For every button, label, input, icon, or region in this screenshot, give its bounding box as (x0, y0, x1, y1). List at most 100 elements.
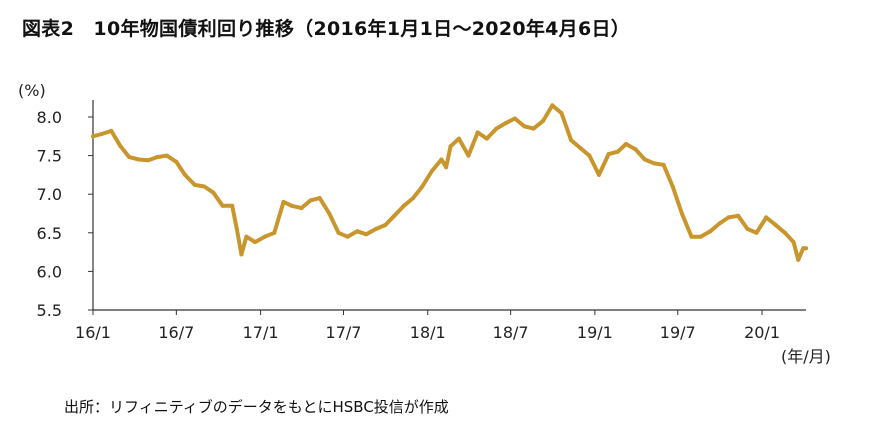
data-point (183, 172, 187, 177)
data-point (804, 246, 808, 251)
data-point (164, 153, 169, 158)
y-unit-label: (%) (18, 81, 46, 100)
data-point (439, 157, 444, 162)
data-point (689, 234, 694, 239)
x-tick-labels: 16/1 16/7 17/1 17/7 18/1 18/7 19/1 19/7 20/1 (75, 310, 780, 342)
data-point (670, 184, 675, 189)
page-title: 図表2 10年物国債利回り推移（2016年1月1日～2020年4月6日） (22, 18, 631, 40)
data-point (791, 240, 796, 245)
x-unit-label: (年/月) (781, 347, 831, 366)
data-point (633, 147, 638, 152)
data-point (244, 234, 249, 239)
data-point (615, 149, 620, 154)
data-point (345, 234, 350, 239)
data-point (726, 215, 731, 220)
data-point (494, 126, 499, 131)
data-point (679, 211, 684, 216)
data-point (429, 169, 434, 173)
data-point (503, 121, 508, 126)
data-point (698, 234, 703, 239)
x-tick-label: 18/7 (493, 323, 529, 342)
data-point (559, 111, 564, 116)
data-point (308, 198, 313, 203)
data-point (202, 184, 207, 189)
x-tick-label: 17/7 (326, 323, 362, 342)
data-point (91, 134, 95, 139)
y-tick-label: 6.0 (37, 262, 62, 281)
series-line (91, 103, 808, 262)
data-point (281, 199, 286, 204)
x-tick-label: 16/7 (158, 323, 194, 342)
data-point (522, 124, 527, 129)
data-point (272, 230, 277, 235)
y-tick-label: 5.5 (37, 301, 62, 320)
x-tick-label: 19/7 (660, 323, 696, 342)
data-point (192, 182, 197, 187)
data-point (211, 190, 216, 195)
data-point (512, 116, 517, 121)
data-point (239, 252, 244, 257)
data-point (127, 155, 132, 160)
x-tick-label: 19/1 (577, 323, 613, 342)
y-tick-label: 8.0 (37, 108, 62, 127)
data-point (624, 142, 628, 146)
data-point (401, 203, 406, 208)
data-point (606, 152, 611, 157)
data-point (773, 223, 778, 228)
data-point (109, 128, 114, 133)
x-tick-label: 16/1 (75, 323, 111, 342)
data-point (99, 132, 104, 136)
y-tick-label: 7.0 (37, 185, 62, 204)
data-point (118, 144, 123, 149)
data-point (327, 211, 332, 216)
chart-axes (92, 100, 806, 311)
data-point (484, 136, 489, 141)
data-point (155, 155, 160, 160)
data-point (289, 203, 294, 208)
data-point (796, 257, 801, 262)
data-point (717, 221, 722, 226)
data-point (569, 138, 574, 143)
data-point (475, 130, 480, 135)
source-note: 出所：リフィニティブのデータをもとにHSBC投信が作成 (64, 398, 449, 416)
y-tick-labels: 8.0 7.5 7.0 6.5 6.0 5.5 (37, 108, 93, 320)
data-point (708, 229, 713, 234)
data-point (736, 213, 741, 218)
data-point (661, 162, 666, 167)
y-tick-label: 6.5 (37, 224, 62, 243)
data-point (383, 223, 388, 228)
data-point (230, 203, 235, 208)
data-point (392, 213, 397, 218)
data-point (420, 184, 425, 189)
data-point (642, 157, 647, 162)
y-tick-label: 7.5 (37, 147, 62, 166)
data-point (299, 206, 304, 211)
data-point (234, 226, 239, 231)
data-point (253, 240, 258, 245)
data-point (531, 126, 536, 131)
data-point (220, 203, 225, 208)
data-point (550, 103, 555, 108)
data-point (355, 229, 360, 234)
data-point (764, 215, 769, 220)
data-point (336, 230, 341, 235)
data-point (262, 234, 267, 239)
data-point (597, 172, 601, 177)
data-point (578, 145, 583, 150)
data-point (754, 230, 759, 235)
data-point (364, 232, 369, 237)
data-point (174, 159, 179, 164)
data-point (782, 230, 787, 235)
series-group (91, 103, 808, 262)
data-point (745, 226, 750, 231)
data-point (146, 158, 151, 163)
data-point (652, 161, 656, 166)
data-point (444, 165, 449, 170)
data-point (456, 136, 461, 141)
x-tick-label: 20/1 (744, 323, 780, 342)
data-point (448, 144, 453, 149)
data-point (411, 196, 416, 201)
data-point (466, 153, 471, 158)
x-tick-label: 17/1 (243, 323, 279, 342)
